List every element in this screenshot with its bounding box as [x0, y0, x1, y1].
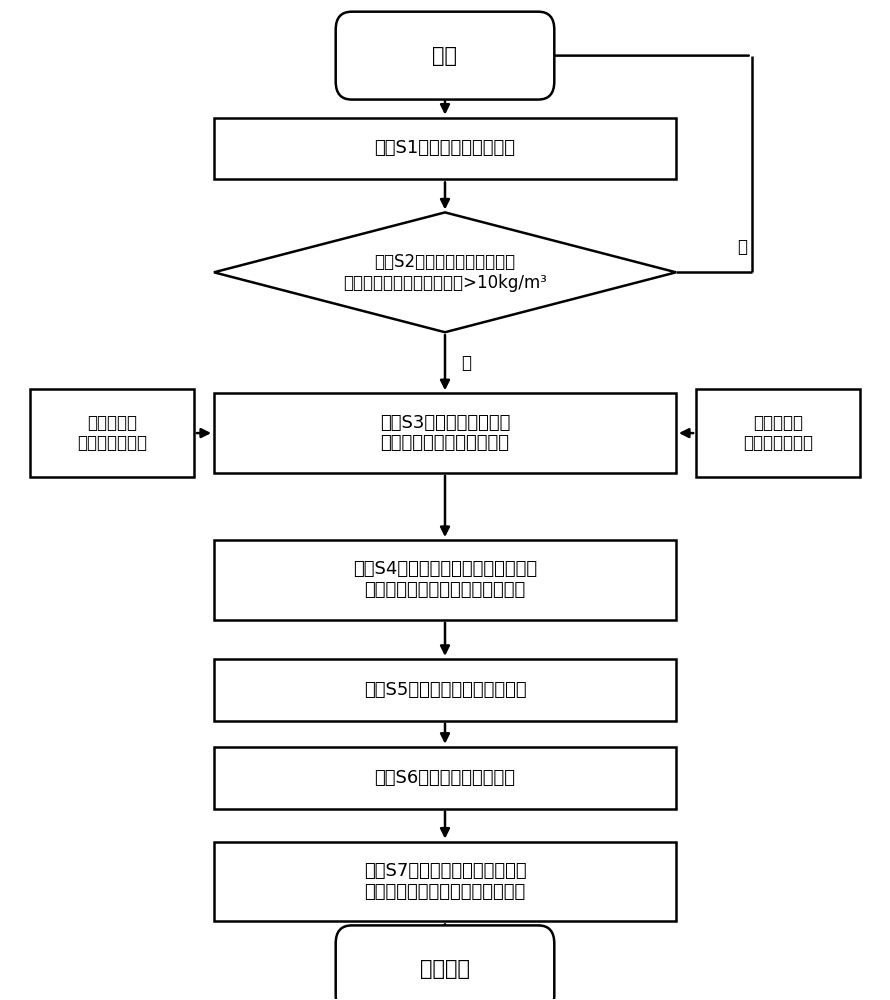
Bar [214, 659, 676, 721]
Bar [29, 389, 194, 477]
Text: 步骤S7：根据水位库容曲线确定
防洪库容对应的水位为防洪高水位: 步骤S7：根据水位库容曲线确定 防洪库容对应的水位为防洪高水位 [364, 862, 526, 901]
Text: 步骤S6：绘制水位库容曲线: 步骤S6：绘制水位库容曲线 [375, 769, 515, 787]
Text: 步骤S4：根据水库设计洪水过程线和
下泄流量过程线确定水库防洪库容: 步骤S4：根据水库设计洪水过程线和 下泄流量过程线确定水库防洪库容 [353, 560, 537, 599]
Text: 步骤S1：搜集相关水文资料: 步骤S1：搜集相关水文资料 [375, 139, 515, 157]
FancyBboxPatch shape [336, 12, 554, 100]
Text: 步骤S2：判断是否为多沙河流
判断条件：河流年均含沙量>10kg/m³: 步骤S2：判断是否为多沙河流 判断条件：河流年均含沙量>10kg/m³ [343, 253, 547, 292]
Bar [696, 389, 861, 477]
Text: 横断面形态
（河宽、槽深）: 横断面形态 （河宽、槽深） [743, 414, 813, 452]
Bar [214, 540, 676, 620]
Bar [214, 393, 676, 473]
Text: 否: 否 [737, 238, 747, 256]
Polygon shape [214, 212, 676, 332]
Text: 开始: 开始 [433, 46, 457, 66]
Bar [214, 118, 676, 179]
Bar [214, 842, 676, 921]
Text: 步骤S5：基于高滩高槽计算库容: 步骤S5：基于高滩高槽计算库容 [364, 681, 526, 699]
Bar [214, 747, 676, 809]
Text: 步骤S3：设计计算水库底
部泥沙淤积的高滩高槽形态: 步骤S3：设计计算水库底 部泥沙淤积的高滩高槽形态 [380, 414, 510, 452]
Text: 计算结束: 计算结束 [420, 959, 470, 979]
FancyBboxPatch shape [336, 925, 554, 1000]
Text: 纵断面形态
（平衡纵比降）: 纵断面形态 （平衡纵比降） [77, 414, 147, 452]
Text: 是: 是 [461, 354, 471, 372]
